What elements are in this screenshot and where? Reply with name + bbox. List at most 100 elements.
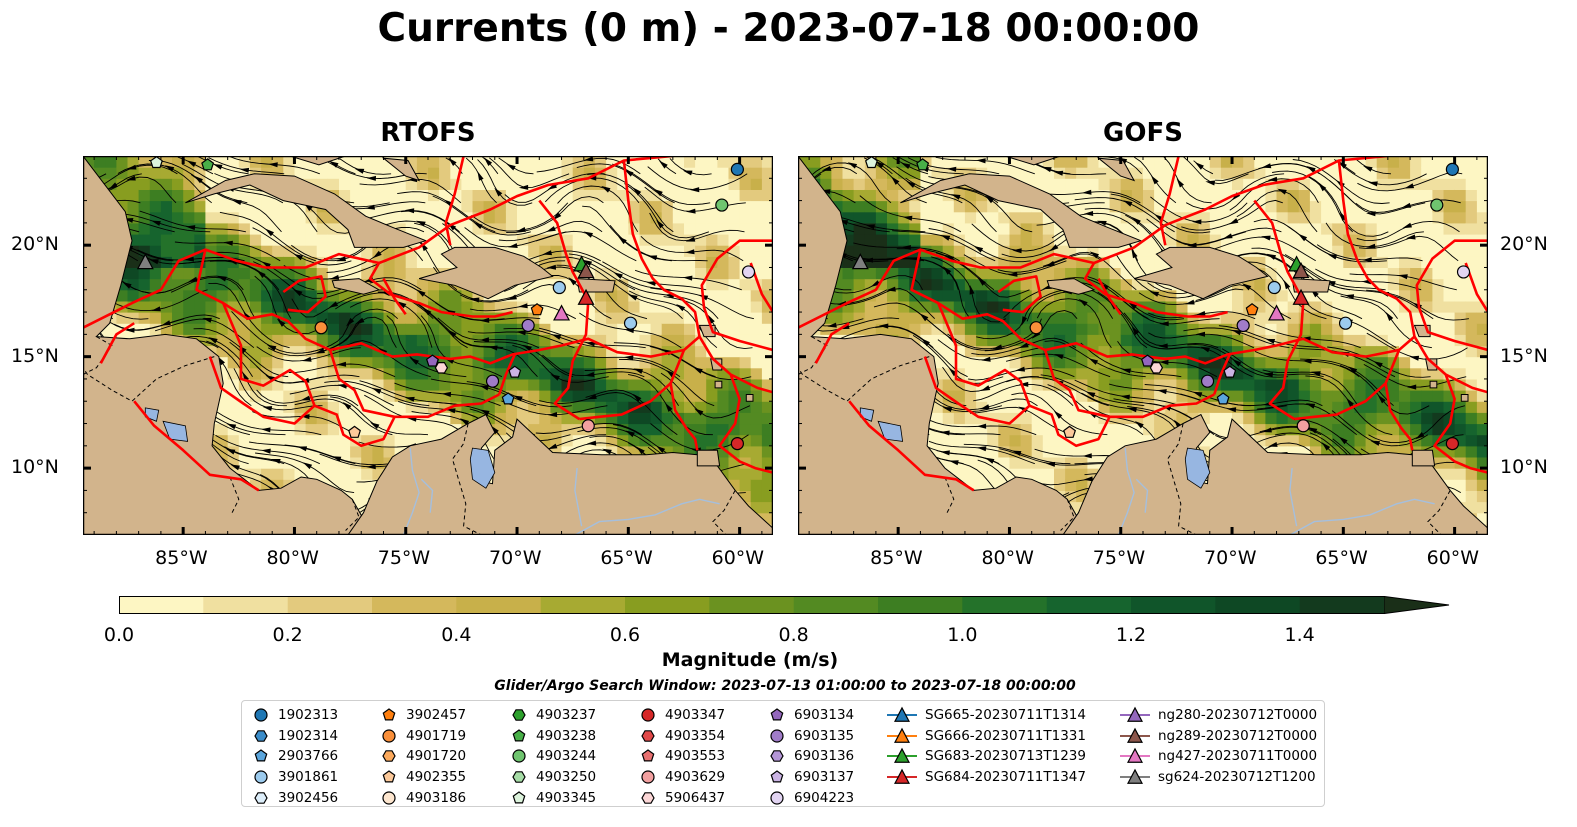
platform-marker: [1296, 419, 1310, 433]
platform-marker: [1236, 318, 1250, 333]
platform-marker: [1292, 262, 1310, 279]
streamline-arrow: [230, 464, 240, 471]
streamline-arrow: [1127, 407, 1137, 413]
legend-item: 5906437: [639, 787, 725, 808]
streamline-arrow: [1159, 359, 1169, 365]
legend-marker-icon: [887, 748, 917, 764]
legend-marker-icon: [641, 770, 655, 784]
legend-marker: [512, 790, 526, 804]
legend-label: 4903629: [665, 769, 726, 786]
streamline-arrow: [1195, 331, 1205, 337]
streamline-arrow: [239, 167, 250, 173]
eez-boundary: [282, 275, 327, 314]
streamline-arrow: [1267, 176, 1278, 182]
streamline-arrow: [602, 448, 612, 455]
streamline-arrow: [981, 356, 991, 362]
platform-marker: [1292, 288, 1310, 305]
streamline-arrow: [370, 422, 380, 429]
lat-tick-label-left: 15°N: [11, 344, 59, 367]
river: [574, 498, 720, 535]
streamline-arrow: [1078, 298, 1088, 307]
platform-marker: [730, 436, 744, 451]
legend-label: SG684-20230711T1347: [925, 769, 1086, 786]
streamline-arrow: [1261, 235, 1271, 241]
map-panel-rtofs[interactable]: [83, 156, 773, 535]
legend-marker: [1127, 748, 1143, 764]
streamline-arrow: [1327, 254, 1338, 260]
platform-marker: [553, 304, 571, 321]
streamline-arrow: [624, 169, 634, 177]
streamline-arrow: [693, 367, 703, 374]
legend-label: SG666-20230711T1331: [925, 727, 1086, 744]
eez-boundary: [208, 302, 316, 425]
eez-boundary: [669, 349, 699, 451]
legend-marker: [770, 750, 784, 763]
streamline-arrow: [942, 407, 953, 412]
streamline-arrow: [208, 337, 218, 344]
streamline-arrow: [1402, 222, 1412, 229]
legend-item: 4903237: [510, 705, 596, 726]
major-ticks: [83, 156, 773, 535]
platform-marker: [1200, 374, 1215, 388]
legend-column: SG665-20230711T1314 SG666-20230711T1331 SG…: [887, 705, 1086, 787]
streamline-arrow: [950, 194, 961, 200]
streamline-arrow: [1363, 165, 1373, 172]
lat-tick-label-right: 20°N: [1500, 233, 1548, 256]
streamline-arrow: [354, 168, 365, 174]
colorbar-label: Magnitude (m/s): [661, 649, 839, 671]
streamline-arrow: [653, 188, 663, 197]
colorbar-segment: [709, 596, 795, 614]
streamline-arrow: [459, 418, 470, 426]
streamline-arrow: [151, 306, 161, 312]
streamline-arrow: [225, 448, 236, 455]
colorbar-segment: [962, 596, 1048, 614]
streamline-arrow: [1089, 251, 1099, 259]
streamline-arrow: [618, 236, 627, 245]
streamline-arrow: [1231, 329, 1242, 336]
map-panel-gofs[interactable]: [798, 156, 1488, 535]
colorbar-segment: [1046, 596, 1132, 614]
eez-boundary: [1253, 199, 1305, 421]
lat-tick-label-right: 15°N: [1500, 344, 1548, 367]
streamline-arrow: [300, 414, 310, 420]
legend-marker: [641, 708, 655, 722]
streamline-arrow: [1192, 219, 1202, 225]
streamline-arrow: [969, 284, 975, 295]
platform-marker: [916, 158, 930, 171]
lakes: [859, 407, 1211, 489]
streamline-arrow: [265, 228, 274, 237]
streamline-arrow: [821, 166, 832, 171]
streamline-arrow: [1283, 279, 1291, 290]
land-polygon: [1133, 246, 1269, 300]
streamline-arrow: [261, 448, 271, 454]
streamline-arrow: [1306, 166, 1316, 173]
streamline-arrow: [268, 162, 278, 168]
platform-marker: [149, 156, 163, 169]
streamline-arrow: [1007, 271, 1018, 277]
land-polygon: [83, 156, 373, 535]
land-polygon: [1096, 157, 1136, 182]
platform-marker: [1029, 321, 1043, 335]
legend-label: 4903238: [536, 727, 597, 744]
legend-marker: [770, 770, 784, 783]
streamline-arrow: [1401, 202, 1412, 208]
legend-item: 3901861: [252, 767, 338, 788]
legend-marker-icon: [770, 770, 784, 783]
land-polygon: [710, 358, 723, 371]
streamline-arrow: [1222, 233, 1233, 239]
streamline-arrow: [694, 408, 704, 416]
legend-label: 2903766: [278, 748, 339, 765]
streamline-arrow: [355, 317, 365, 325]
legend-marker: [770, 729, 784, 743]
legend-item: 1902314: [252, 726, 338, 747]
streamline-arrow: [946, 166, 957, 172]
streamline-arrow: [1318, 182, 1327, 192]
streamline-arrow: [891, 176, 900, 185]
colorbar-segment: [878, 596, 963, 614]
streamline-arrow: [1054, 354, 1064, 360]
streamline-arrow: [1377, 394, 1386, 404]
land-polygon: [418, 246, 554, 300]
land-polygon: [1062, 413, 1488, 535]
streamline-arrow: [1083, 476, 1093, 482]
streamline-arrow: [372, 250, 382, 259]
